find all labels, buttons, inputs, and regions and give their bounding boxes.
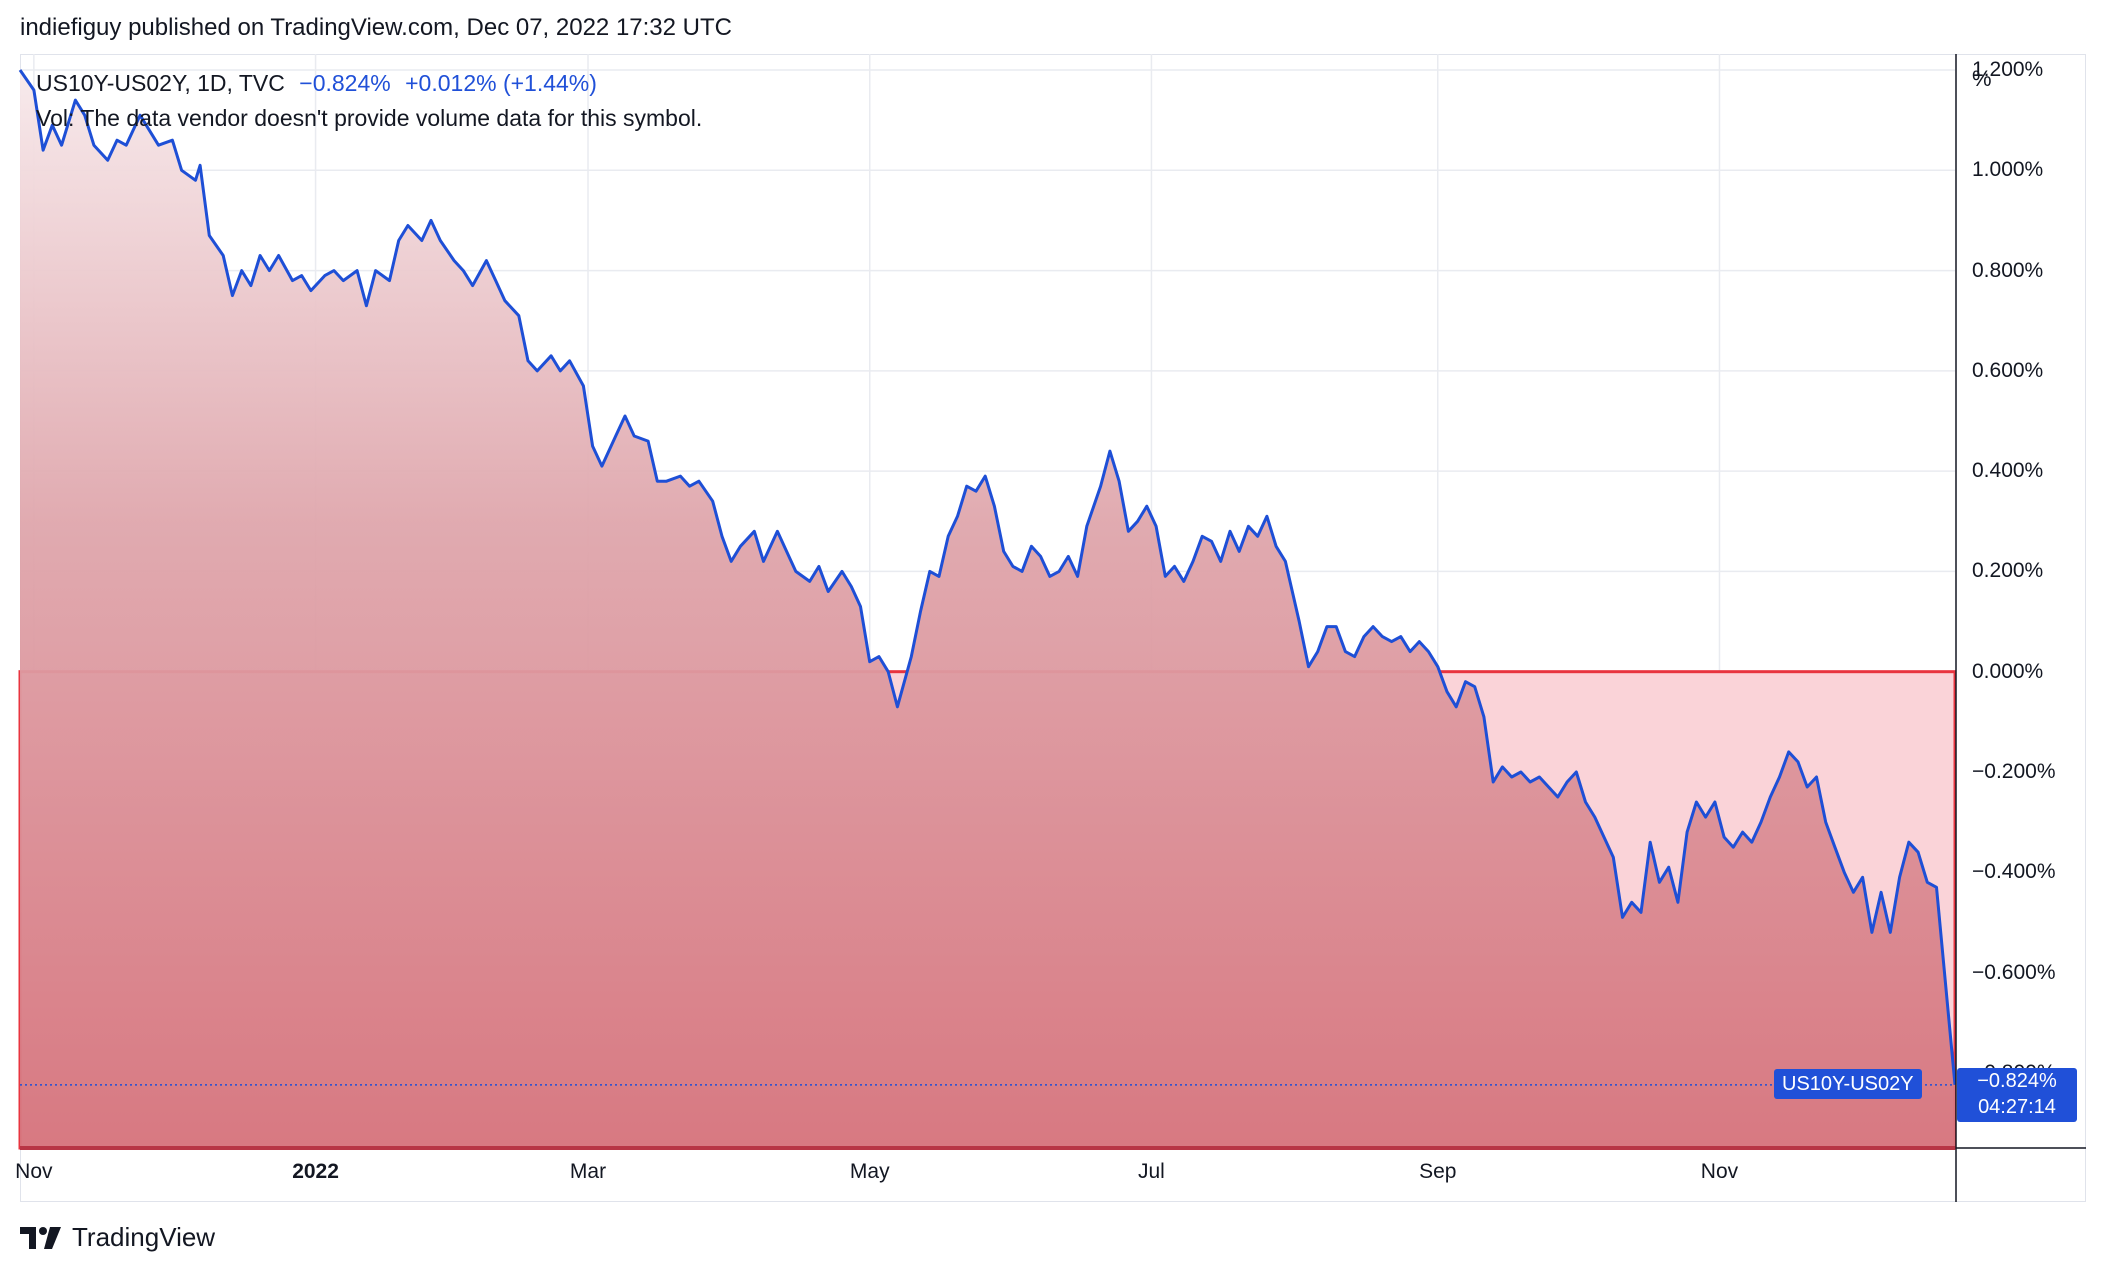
x-tick-label-2: Mar: [569, 1160, 607, 1183]
price-axis-unit: %: [1972, 66, 1992, 91]
x-tick-label-4: Jul: [1138, 1160, 1165, 1183]
legend-symbol: US10Y-US02Y, 1D, TVC: [36, 70, 285, 96]
legend-change: +0.012% (+1.44%): [405, 70, 597, 96]
price-badge-countdown: 04:27:14: [1978, 1096, 2056, 1118]
y-tick-label-5: 0.200%: [1972, 559, 2044, 583]
chart-legend: US10Y-US02Y, 1D, TVC −0.824% +0.012% (+1…: [36, 70, 597, 97]
y-tick-label-6: 0.000%: [1972, 659, 2044, 683]
y-tick-label-7: −0.200%: [1972, 759, 2056, 783]
y-tick-label-1: 1.000%: [1972, 158, 2044, 182]
x-tick-label-5: Sep: [1419, 1160, 1457, 1183]
x-tick-label-3: May: [849, 1160, 890, 1183]
area-fill: [20, 70, 1955, 1148]
x-tick-label-6: Nov: [1700, 1160, 1739, 1183]
x-tick-label-1: 2022: [292, 1160, 339, 1183]
y-tick-label-0: 1.200%: [1972, 58, 2044, 82]
volume-note: Vol: The data vendor doesn't provide vol…: [36, 105, 703, 131]
y-tick-label-4: 0.400%: [1972, 459, 2044, 483]
published-line: indiefiguy published on TradingView.com,…: [20, 14, 732, 41]
y-tick-label-2: 0.800%: [1972, 258, 2044, 282]
footer-brand: TradingView: [72, 1222, 216, 1252]
symbol-badge: US10Y-US02Y: [1774, 1069, 1922, 1099]
price-line: [18, 69, 1957, 1085]
y-tick-label-9: −0.600%: [1972, 960, 2056, 984]
y-tick-label-3: 0.600%: [1972, 358, 2044, 382]
footer: TradingView: [20, 1222, 215, 1253]
y-tick-label-8: −0.400%: [1972, 860, 2056, 884]
x-tick-label-0: Nov: [15, 1160, 53, 1183]
price-badge: −0.824% 04:27:14: [1957, 1068, 2077, 1122]
tradingview-logo-icon: [20, 1226, 61, 1249]
price-badge-value: −0.824%: [1977, 1070, 2057, 1092]
legend-last: −0.824%: [299, 70, 391, 96]
